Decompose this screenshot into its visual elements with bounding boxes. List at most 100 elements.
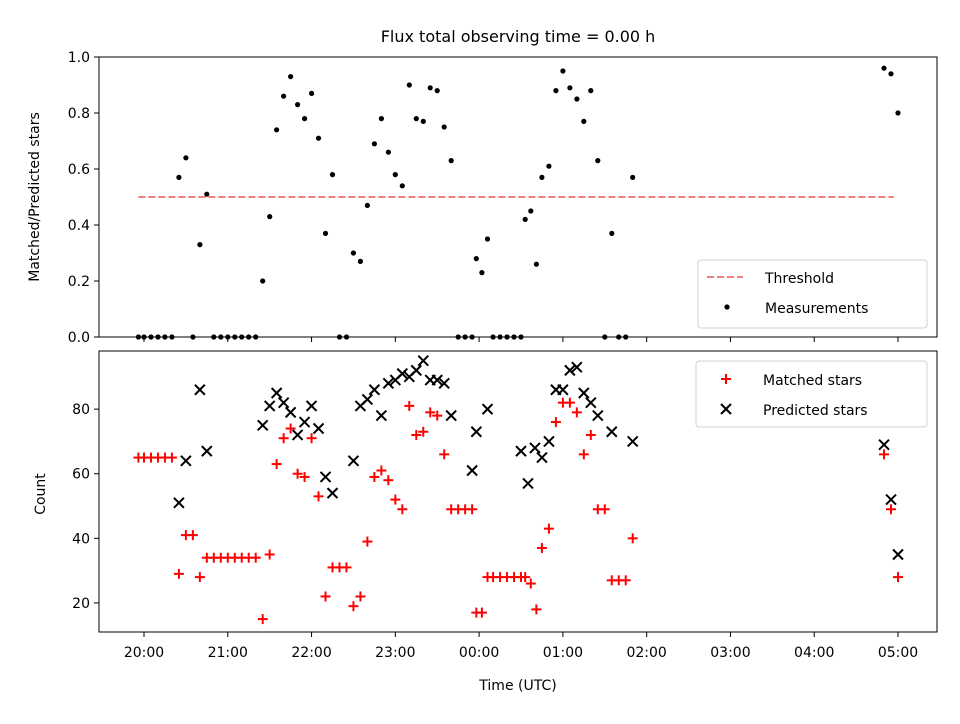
matched-star-point xyxy=(390,494,401,505)
top-ytick-label: 1.0 xyxy=(68,50,90,66)
xtick-label: 00:00 xyxy=(459,645,499,661)
matched-star-point xyxy=(476,607,487,618)
measurement-point xyxy=(371,141,377,147)
predicted-star-point xyxy=(481,403,494,415)
measurement-point xyxy=(448,158,454,164)
measurement-point xyxy=(413,116,419,122)
matched-star-point xyxy=(278,433,289,444)
matched-star-point xyxy=(879,449,890,460)
measurement-point xyxy=(609,230,615,236)
matched-star-point xyxy=(187,530,198,541)
matched-star-point xyxy=(425,407,436,418)
measurement-point xyxy=(364,202,370,208)
bottom-ytick-label: 40 xyxy=(72,531,90,547)
matched-star-point xyxy=(571,407,582,418)
xtick-label: 05:00 xyxy=(878,645,918,661)
top-ytick-label: 0.8 xyxy=(68,106,90,122)
bottom-ytick-label: 80 xyxy=(72,402,90,418)
measurement-point xyxy=(522,216,528,222)
matched-star-point xyxy=(306,433,317,444)
matched-star-point xyxy=(369,471,380,482)
predicted-star-point xyxy=(319,471,332,483)
top-legend-box xyxy=(697,259,928,329)
predicted-star-point xyxy=(515,445,527,457)
predicted-star-point xyxy=(263,400,276,412)
predicted-star-point xyxy=(375,409,388,422)
measurement-point xyxy=(881,65,887,71)
predicted-star-point xyxy=(291,429,304,441)
top-ytick-label: 0.0 xyxy=(68,330,90,346)
predicted-star-point xyxy=(578,387,590,399)
top-panel: 0.0 0.2 0.4 0.6 0.8 1.0 Matched/Predicted sta… xyxy=(27,50,938,346)
xtick-label: 20:00 xyxy=(124,645,164,661)
measurement-point xyxy=(350,250,356,256)
measurement-point xyxy=(267,214,273,220)
matched-star-point xyxy=(285,423,296,434)
xtick-label: 01:00 xyxy=(543,645,583,661)
predicted-star-point xyxy=(347,455,360,467)
measurement-point xyxy=(399,183,405,189)
matched-star-point xyxy=(257,614,268,625)
matched-star-point xyxy=(550,417,561,428)
matched-star-point xyxy=(585,429,596,440)
measurement-point xyxy=(392,172,398,178)
predicted-star-point xyxy=(305,400,318,412)
matched-star-point xyxy=(376,465,387,476)
measurement-point xyxy=(539,174,545,180)
xtick-label: 21:00 xyxy=(208,645,248,661)
measurement-point xyxy=(553,88,559,94)
legend-matched-label: Matched stars xyxy=(763,373,862,389)
predicted-star-point xyxy=(201,445,213,457)
matched-star-point xyxy=(564,397,575,408)
legend-measurement-label: Measurements xyxy=(765,301,868,317)
predicted-star-point xyxy=(256,419,269,431)
predicted-star-point xyxy=(529,442,541,454)
bottom-panel: 20 40 60 80 20:00 21:00 22:00 23:00 00:00 01:00 02… xyxy=(33,350,938,694)
xtick-label: 04:00 xyxy=(794,645,834,661)
measurement-point xyxy=(274,127,280,133)
predicted-star-point xyxy=(194,384,206,396)
predicted-star-point xyxy=(410,364,422,377)
measurement-point xyxy=(574,96,580,102)
predicted-star-point xyxy=(571,361,583,373)
measurement-point xyxy=(427,85,433,91)
predicted-star-point xyxy=(438,377,450,390)
measurement-point xyxy=(315,135,322,141)
measurement-point xyxy=(385,149,391,155)
matched-star-point xyxy=(292,468,303,479)
measurement-point xyxy=(288,74,294,80)
xtick-label: 22:00 xyxy=(291,645,331,661)
legend-matched-swatch xyxy=(721,374,731,384)
matched-star-point xyxy=(355,591,366,602)
measurement-point xyxy=(560,68,566,74)
measurement-point xyxy=(295,102,301,108)
legend-predicted-swatch xyxy=(720,403,732,415)
matched-star-point xyxy=(893,572,903,583)
matched-star-point xyxy=(886,504,897,515)
matched-star-point xyxy=(525,578,536,589)
predicted-star-point xyxy=(277,396,290,409)
predicted-star-point xyxy=(270,387,283,399)
predicted-star-point xyxy=(180,455,192,467)
legend-predicted-label: Predicted stars xyxy=(763,403,868,419)
predicted-star-point xyxy=(173,497,185,509)
top-ylabel: Matched/Predicted stars xyxy=(27,112,43,282)
measurement-point xyxy=(357,258,363,264)
measurement-point xyxy=(888,71,894,77)
measurement-point xyxy=(567,85,573,91)
predicted-star-point xyxy=(298,416,311,428)
measurement-point xyxy=(581,118,587,124)
xtick-label: 02:00 xyxy=(626,645,666,661)
measurement-point xyxy=(204,191,210,197)
matched-star-point xyxy=(299,471,310,482)
matched-star-point xyxy=(194,572,205,583)
measurement-point xyxy=(895,110,901,116)
legend-threshold-label: Threshold xyxy=(764,271,834,287)
measurement-point xyxy=(197,242,203,248)
matched-star-point xyxy=(536,543,547,554)
predicted-star-point xyxy=(564,364,576,377)
xtick-label: 23:00 xyxy=(375,645,415,661)
measurement-point xyxy=(302,116,308,122)
predicted-star-point xyxy=(326,487,339,499)
bottom-legend-box xyxy=(695,360,928,428)
